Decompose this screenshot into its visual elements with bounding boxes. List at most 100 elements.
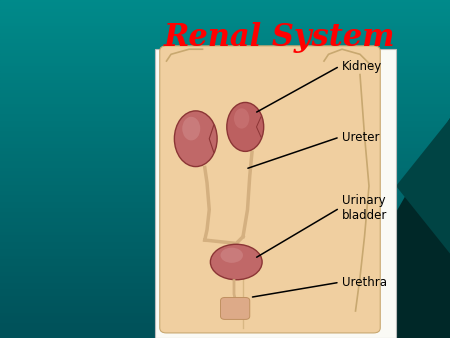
- Bar: [0, 95, 450, 98]
- Bar: [0, 98, 450, 102]
- Bar: [0, 91, 450, 95]
- Bar: [0, 334, 450, 338]
- Bar: [0, 125, 450, 128]
- Bar: [0, 209, 450, 213]
- Ellipse shape: [182, 117, 200, 140]
- FancyBboxPatch shape: [160, 46, 380, 333]
- Bar: [0, 321, 450, 324]
- Bar: [0, 10, 450, 14]
- Bar: [0, 230, 450, 233]
- Bar: [0, 61, 450, 65]
- Bar: [0, 142, 450, 145]
- Bar: [0, 57, 450, 61]
- Bar: [0, 115, 450, 119]
- Ellipse shape: [175, 111, 217, 167]
- Bar: [0, 41, 450, 44]
- Bar: [0, 179, 450, 183]
- Bar: [0, 71, 450, 75]
- Bar: [0, 233, 450, 237]
- Bar: [0, 54, 450, 58]
- Bar: [0, 236, 450, 240]
- Bar: [0, 44, 450, 48]
- Bar: [0, 172, 450, 176]
- Bar: [0, 175, 450, 179]
- Ellipse shape: [234, 108, 249, 128]
- Bar: [0, 331, 450, 335]
- Bar: [0, 196, 450, 199]
- Bar: [0, 37, 450, 41]
- Bar: [0, 51, 450, 54]
- Bar: [0, 250, 450, 254]
- Bar: [0, 277, 450, 281]
- Bar: [0, 324, 450, 328]
- Bar: [0, 182, 450, 186]
- Bar: [0, 307, 450, 311]
- Bar: [0, 297, 450, 301]
- Bar: [0, 189, 450, 193]
- Bar: [0, 253, 450, 257]
- Bar: [0, 128, 450, 132]
- Bar: [0, 169, 450, 172]
- Bar: [0, 34, 450, 38]
- Bar: [0, 328, 450, 331]
- Bar: [0, 24, 450, 27]
- Bar: [0, 300, 450, 304]
- Bar: [0, 240, 450, 243]
- Text: Kidney: Kidney: [342, 59, 382, 73]
- Bar: [0, 219, 450, 223]
- Ellipse shape: [211, 244, 262, 280]
- Bar: [0, 317, 450, 321]
- Bar: [0, 131, 450, 135]
- Bar: [0, 314, 450, 318]
- Bar: [0, 148, 450, 152]
- Text: Urethra: Urethra: [342, 276, 387, 289]
- Bar: [0, 105, 450, 108]
- Bar: [0, 0, 450, 4]
- Bar: [0, 257, 450, 260]
- Bar: [0, 202, 450, 206]
- Bar: [0, 243, 450, 247]
- Bar: [0, 101, 450, 105]
- Text: Ureter: Ureter: [342, 130, 379, 144]
- Bar: [0, 216, 450, 220]
- Bar: [0, 7, 450, 10]
- Bar: [0, 263, 450, 267]
- Ellipse shape: [227, 102, 264, 151]
- Bar: [0, 138, 450, 142]
- Text: Renal System: Renal System: [163, 22, 395, 53]
- Bar: [0, 267, 450, 270]
- Bar: [0, 84, 450, 88]
- FancyBboxPatch shape: [220, 297, 250, 319]
- Bar: [0, 155, 450, 159]
- Polygon shape: [324, 119, 450, 338]
- Bar: [0, 290, 450, 294]
- Bar: [0, 121, 450, 125]
- Bar: [0, 270, 450, 274]
- Bar: [0, 186, 450, 189]
- Bar: [0, 226, 450, 230]
- Bar: [0, 287, 450, 291]
- Text: Urinary
bladder: Urinary bladder: [342, 194, 387, 222]
- Bar: [0, 135, 450, 139]
- Bar: [0, 246, 450, 250]
- Bar: [0, 74, 450, 78]
- Bar: [0, 118, 450, 122]
- Bar: [0, 260, 450, 264]
- Bar: [0, 14, 450, 17]
- Bar: [0, 3, 450, 7]
- Bar: [0, 20, 450, 24]
- Bar: [0, 213, 450, 216]
- Bar: [0, 81, 450, 85]
- Bar: [0, 273, 450, 277]
- Bar: [0, 30, 450, 34]
- Bar: [0, 192, 450, 196]
- Bar: [0, 199, 450, 203]
- Bar: [0, 284, 450, 287]
- Bar: [0, 88, 450, 92]
- Polygon shape: [396, 119, 450, 254]
- Bar: [0, 78, 450, 81]
- Bar: [0, 280, 450, 284]
- Bar: [0, 64, 450, 68]
- Bar: [0, 68, 450, 71]
- Bar: [0, 159, 450, 162]
